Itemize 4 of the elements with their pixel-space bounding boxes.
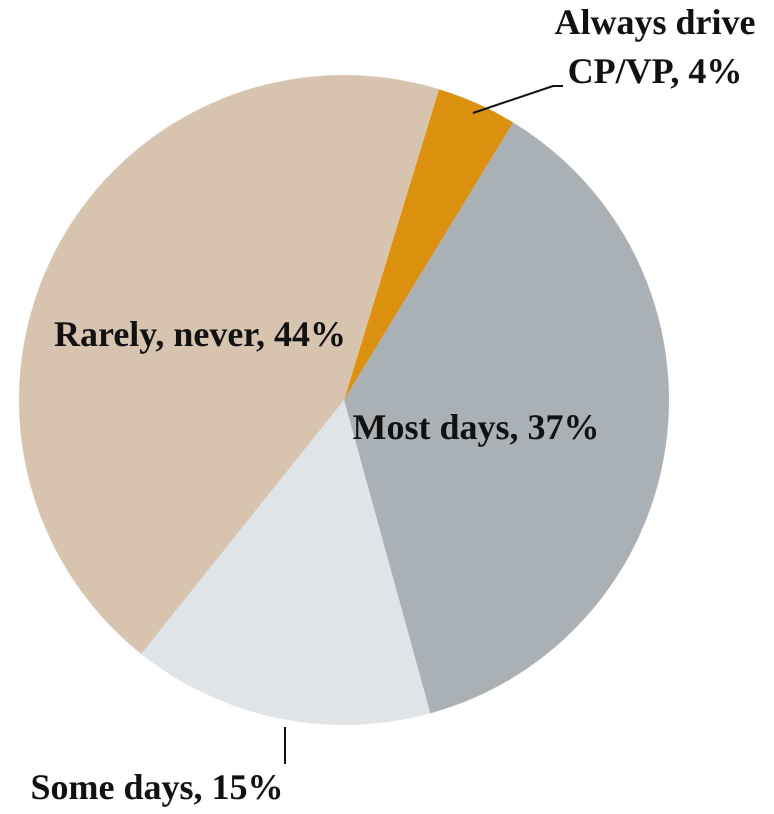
slice-label: Rarely, never, 44% bbox=[53, 313, 347, 356]
slice-label: Some days, 15% bbox=[29, 766, 285, 809]
slice-label: Always drive CP/VP, 4% bbox=[554, 0, 756, 92]
slice-label: Most days, 37% bbox=[351, 406, 600, 449]
